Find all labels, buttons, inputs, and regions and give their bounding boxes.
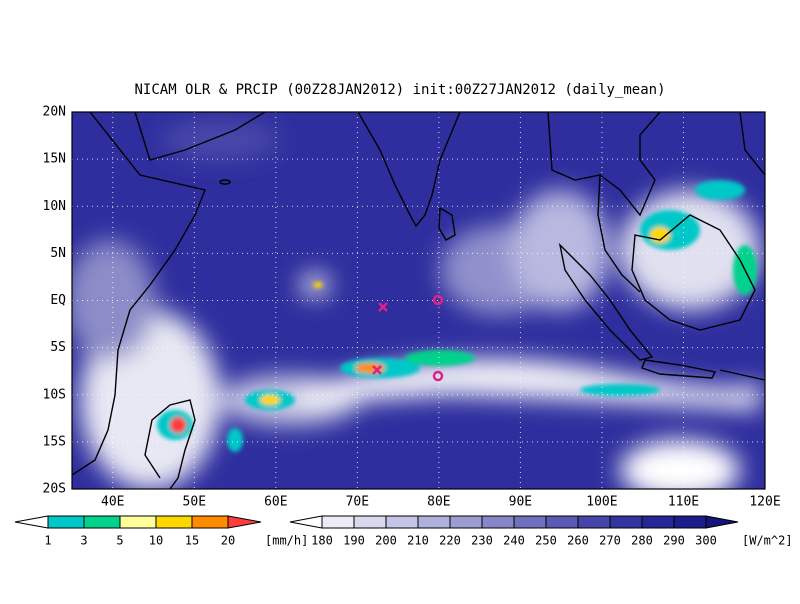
lon-label: 70E (346, 495, 369, 510)
lat-label: 20N (43, 105, 66, 120)
colorbar-end (289, 515, 323, 529)
colorbar-box (353, 515, 387, 529)
lat-label: 10N (43, 199, 66, 214)
colorbar-box (83, 515, 121, 529)
axis-labels: 20N 15N 10N 5N EQ 5S 10S 15S 20S 40E 50E 60E 70E 80E 9… (43, 105, 781, 510)
colorbar-label: 250 (535, 534, 557, 548)
colorbar-label: 5 (116, 534, 123, 548)
lon-label: 80E (427, 495, 450, 510)
lon-label: 40E (101, 495, 124, 510)
colorbar-label: 220 (439, 534, 461, 548)
markers (372, 294, 444, 382)
colorbar-label: 230 (471, 534, 493, 548)
colorbar-label: 10 (149, 534, 163, 548)
colorbar-end (227, 515, 262, 529)
lat-label: 5S (50, 340, 66, 355)
colorbar-box (545, 515, 579, 529)
lat-label: EQ (50, 293, 66, 308)
colorbar-label: 240 (503, 534, 525, 548)
lon-label: 50E (183, 495, 206, 510)
colorbar-box (449, 515, 483, 529)
lat-label: 10S (43, 387, 66, 402)
lon-label: 90E (509, 495, 532, 510)
colorbar-box (481, 515, 515, 529)
colorbars: 1 3 5 10 15 20 [mm/h] 180 190 200 210 220 230 240 250 2… (14, 515, 793, 548)
colorbar-end (705, 515, 739, 529)
lon-label: 100E (586, 495, 617, 510)
lon-label: 60E (264, 495, 287, 510)
colorbar-label: 270 (599, 534, 621, 548)
colorbar-box (641, 515, 675, 529)
map-frame (71, 111, 766, 490)
colorbar-box (155, 515, 193, 529)
colorbar-label: 180 (311, 534, 333, 548)
lon-label: 120E (749, 495, 780, 510)
lat-label: 5N (50, 246, 66, 261)
colorbar-label: 200 (375, 534, 397, 548)
lon-label: 110E (668, 495, 699, 510)
map-area (72, 112, 765, 489)
colorbar-box (513, 515, 547, 529)
title: NICAM OLR & PRCIP (00Z28JAN2012) init:00… (134, 82, 665, 98)
colorbar-box (673, 515, 707, 529)
colorbar-label: 300 (695, 534, 717, 548)
colorbar-box (191, 515, 229, 529)
coastlines (72, 112, 765, 489)
colorbar-box (385, 515, 419, 529)
colorbar-end (14, 515, 49, 529)
colorbar-label: 210 (407, 534, 429, 548)
colorbar-box (321, 515, 355, 529)
colorbar-label: 280 (631, 534, 653, 548)
colorbar-label: 260 (567, 534, 589, 548)
colorbar-unit: [mm/h] (265, 534, 308, 548)
lat-label: 20S (43, 482, 66, 497)
colorbar-box (577, 515, 611, 529)
colorbar-box (609, 515, 643, 529)
colorbar-label: 15 (185, 534, 199, 548)
lat-label: 15N (43, 152, 66, 167)
colorbar-box (417, 515, 451, 529)
lat-label: 15S (43, 434, 66, 449)
colorbar-box (47, 515, 85, 529)
colorbar-label: 190 (343, 534, 365, 548)
colorbar-label: 3 (80, 534, 87, 548)
colorbar-label: 20 (221, 534, 235, 548)
colorbar-box (119, 515, 157, 529)
colorbar-unit: [W/m^2] (742, 534, 793, 548)
colorbar-label: 1 (44, 534, 51, 548)
colorbar-label: 290 (663, 534, 685, 548)
